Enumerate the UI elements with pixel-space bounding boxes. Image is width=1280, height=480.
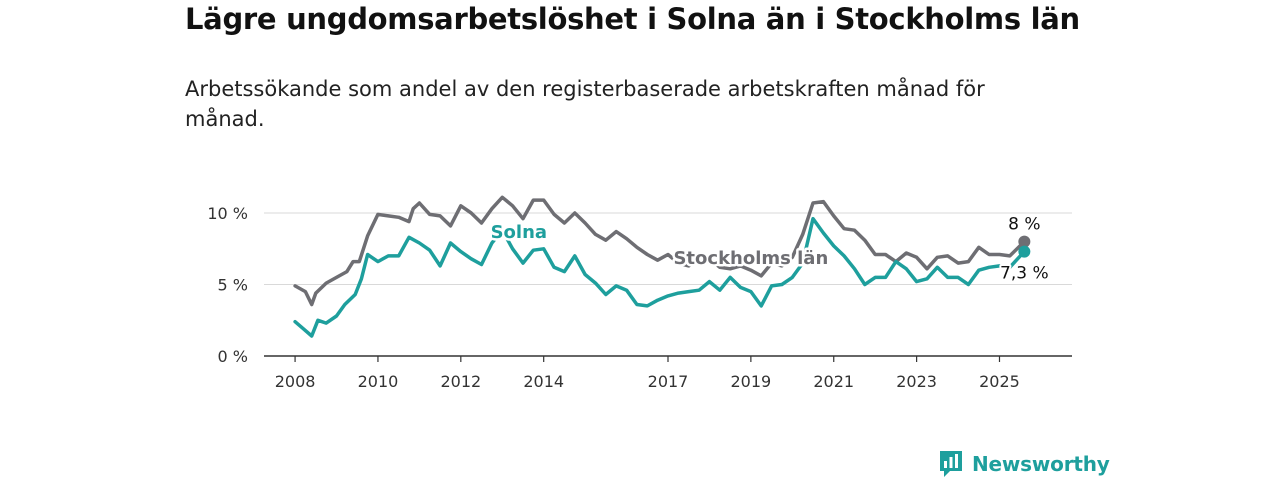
y-tick-label: 5 % <box>218 276 248 295</box>
series-label-solna: Solna <box>491 222 547 243</box>
end-value-label-stockholms-lan: 8 % <box>1008 215 1040 235</box>
chart-title: Lägre ungdomsarbetslöshet i Solna än i S… <box>185 2 1080 36</box>
series-end-point <box>1018 245 1031 258</box>
x-tick-label: 2017 <box>648 372 689 391</box>
x-tick-label: 2014 <box>523 372 564 391</box>
y-tick-label: 0 % <box>218 347 248 366</box>
x-tick-label: 2008 <box>275 372 316 391</box>
series-labels: Stockholms län Solna 8 % 7,3 % <box>488 213 1051 286</box>
end-value-label-solna: 7,3 % <box>1000 264 1049 284</box>
grid-lines <box>264 212 1072 285</box>
bar-chart-icon <box>940 451 962 477</box>
y-axis: 0 % 5 % 10 % <box>207 204 248 366</box>
logo-text: Newsworthy <box>972 452 1110 476</box>
series-lines <box>293 195 1031 338</box>
x-tick-label: 2023 <box>896 372 937 391</box>
x-tick-label: 2019 <box>731 372 772 391</box>
y-tick-label: 10 % <box>207 204 248 223</box>
newsworthy-logo: Newsworthy <box>938 449 1110 479</box>
series-end-point <box>1018 235 1031 248</box>
series-label-stockholms-lan: Stockholms län <box>673 248 828 269</box>
x-tick-label: 2021 <box>813 372 854 391</box>
x-tick-label: 2012 <box>440 372 481 391</box>
chart-subtitle: Arbetssökande som andel av den registerb… <box>185 77 985 131</box>
x-axis: 2008 2010 2012 2014 2017 2019 2021 2023 2025 <box>264 355 1072 391</box>
x-tick-label: 2010 <box>358 372 399 391</box>
series-line <box>293 216 1027 338</box>
x-tick-label: 2025 <box>979 372 1020 391</box>
series-line <box>293 195 1027 307</box>
